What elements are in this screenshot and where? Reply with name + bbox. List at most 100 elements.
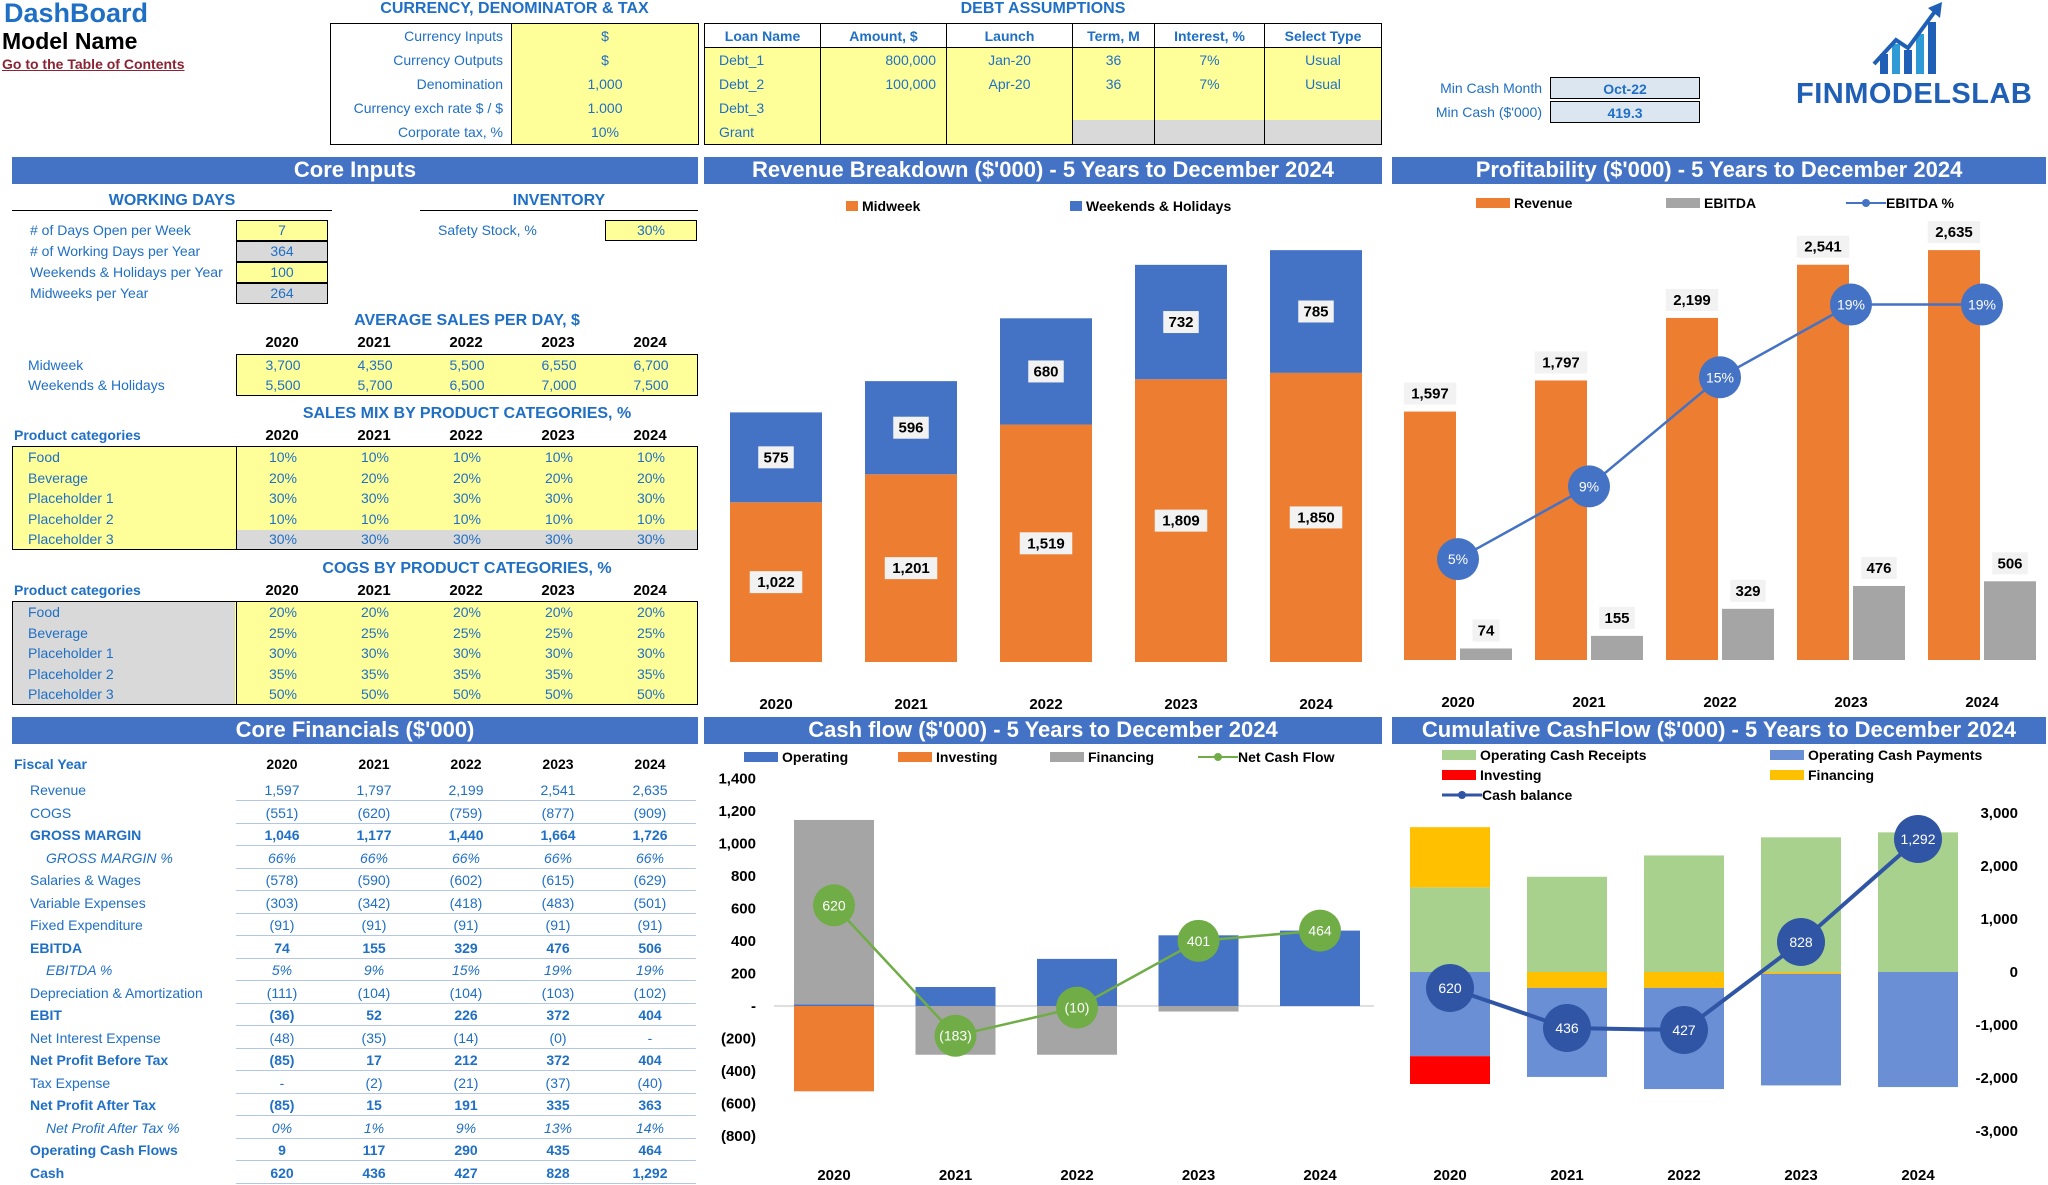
denomination-field[interactable]: 1,000 bbox=[511, 72, 698, 96]
debt-cell[interactable] bbox=[947, 120, 1073, 144]
percent-cell[interactable]: 30% bbox=[268, 645, 298, 662]
debt-cell[interactable]: Debt_3 bbox=[705, 96, 821, 120]
percent-cell[interactable]: 30% bbox=[360, 490, 390, 507]
percent-cell[interactable]: 30% bbox=[268, 531, 298, 548]
percent-cell[interactable]: 25% bbox=[636, 624, 666, 641]
percent-cell[interactable]: 35% bbox=[636, 665, 666, 682]
percent-cell[interactable]: 30% bbox=[636, 490, 666, 507]
percent-cell[interactable]: 50% bbox=[268, 686, 298, 703]
revenue-label-bg bbox=[1534, 351, 1588, 374]
safety-stock-field[interactable]: 30% bbox=[605, 220, 697, 241]
sales-cell[interactable]: 6,700 bbox=[633, 357, 669, 373]
percent-cell[interactable]: 20% bbox=[452, 604, 482, 620]
percent-cell[interactable]: 30% bbox=[636, 531, 666, 548]
percent-cell[interactable]: 20% bbox=[360, 604, 390, 620]
financial-value: (111) bbox=[236, 982, 328, 1004]
percent-cell[interactable]: 10% bbox=[452, 449, 482, 465]
currency-outputs-field[interactable]: $ bbox=[511, 48, 698, 72]
debt-cell[interactable] bbox=[947, 96, 1073, 120]
percent-cell[interactable]: 30% bbox=[360, 531, 390, 548]
percent-cell[interactable]: 30% bbox=[636, 645, 666, 662]
percent-cell[interactable]: 20% bbox=[544, 469, 574, 486]
financial-row: EBITDA 74 155 329 476 506 bbox=[12, 937, 698, 959]
sales-cell[interactable]: 5,700 bbox=[357, 377, 393, 393]
percent-cell[interactable]: 10% bbox=[360, 449, 390, 465]
corporate-tax-field[interactable]: 10% bbox=[511, 120, 698, 144]
financial-row: Tax Expense - (2) (21) (37) (40) bbox=[12, 1072, 698, 1094]
debt-cell[interactable]: Jan-20 bbox=[947, 48, 1073, 72]
percent-cell[interactable]: 20% bbox=[360, 469, 390, 486]
percent-cell[interactable]: 10% bbox=[268, 510, 298, 527]
sales-cell[interactable]: 6,500 bbox=[449, 377, 485, 393]
percent-cell[interactable]: 30% bbox=[544, 531, 574, 548]
percent-cell[interactable]: 10% bbox=[636, 449, 666, 465]
percent-cell[interactable]: 35% bbox=[452, 665, 482, 682]
percent-cell[interactable]: 35% bbox=[360, 665, 390, 682]
percent-cell[interactable]: 50% bbox=[636, 686, 666, 703]
sales-cell[interactable]: 7,500 bbox=[633, 377, 669, 393]
percent-cell[interactable]: 10% bbox=[636, 510, 666, 527]
net-cash-flow-label: 464 bbox=[1308, 923, 1332, 939]
percent-cell[interactable]: 10% bbox=[544, 510, 574, 527]
debt-cell[interactable]: Usual bbox=[1305, 52, 1341, 68]
percent-cell[interactable]: 25% bbox=[544, 624, 574, 641]
sales-cell[interactable]: 4,350 bbox=[357, 357, 393, 373]
percent-cell[interactable]: 20% bbox=[636, 604, 666, 620]
percent-cell[interactable]: 30% bbox=[360, 645, 390, 662]
percent-cell[interactable]: 35% bbox=[268, 665, 298, 682]
percent-cell[interactable]: 20% bbox=[452, 469, 482, 486]
percent-cell[interactable]: 10% bbox=[268, 449, 298, 465]
percent-cell[interactable]: 50% bbox=[452, 686, 482, 703]
percent-cell[interactable]: 20% bbox=[544, 604, 574, 620]
debt-cell[interactable] bbox=[1073, 96, 1155, 120]
debt-cell[interactable]: Usual bbox=[1305, 76, 1341, 92]
percent-cell[interactable]: 30% bbox=[452, 645, 482, 662]
debt-cell[interactable] bbox=[821, 96, 947, 120]
debt-cell[interactable]: Apr-20 bbox=[947, 72, 1073, 96]
debt-cell[interactable]: 7% bbox=[1155, 48, 1265, 72]
sales-cell[interactable]: 5,500 bbox=[265, 377, 301, 393]
percent-cell[interactable]: 20% bbox=[268, 469, 298, 486]
legend-line-marker bbox=[1198, 753, 1238, 761]
exch-rate-field[interactable]: 1.000 bbox=[511, 96, 698, 120]
debt-cell[interactable]: Debt_2 bbox=[705, 72, 821, 96]
sales-cell[interactable]: 7,000 bbox=[541, 377, 577, 393]
currency-inputs-field[interactable]: $ bbox=[511, 24, 698, 48]
debt-cell[interactable] bbox=[1265, 96, 1381, 120]
percent-cell[interactable]: 20% bbox=[636, 469, 666, 486]
percent-cell[interactable]: 30% bbox=[452, 490, 482, 507]
percent-cell[interactable]: 50% bbox=[544, 686, 574, 703]
percent-cell[interactable]: 35% bbox=[544, 665, 574, 682]
sales-cell[interactable]: 5,500 bbox=[449, 357, 485, 373]
financial-value: 66% bbox=[420, 847, 512, 869]
days-open-field[interactable]: 7 bbox=[236, 220, 328, 241]
debt-cell[interactable] bbox=[1155, 96, 1265, 120]
debt-cell[interactable]: 36 bbox=[1073, 48, 1155, 72]
percent-cell[interactable]: 10% bbox=[360, 510, 390, 527]
debt-cell[interactable]: 100,000 bbox=[821, 72, 947, 96]
financial-value: 66% bbox=[604, 847, 696, 869]
percent-cell[interactable]: 30% bbox=[544, 490, 574, 507]
percent-cell[interactable]: 10% bbox=[544, 449, 574, 465]
debt-cell[interactable] bbox=[821, 120, 947, 144]
percent-cell[interactable]: 25% bbox=[268, 624, 298, 641]
sales-cell[interactable]: 3,700 bbox=[265, 357, 301, 373]
sales-cell[interactable]: 6,550 bbox=[541, 357, 577, 373]
cash-balance-label: 828 bbox=[1789, 934, 1813, 950]
percent-cell[interactable]: 25% bbox=[452, 624, 482, 641]
debt-cell[interactable]: Debt_1 bbox=[705, 48, 821, 72]
debt-cell[interactable]: 7% bbox=[1155, 72, 1265, 96]
percent-cell[interactable]: 30% bbox=[544, 645, 574, 662]
percent-cell[interactable]: 20% bbox=[268, 604, 298, 620]
percent-cell[interactable]: 25% bbox=[360, 624, 390, 641]
debt-cell[interactable]: Grant bbox=[705, 120, 821, 144]
toc-link[interactable]: Go to the Table of Contents bbox=[2, 56, 185, 72]
percent-cell[interactable]: 30% bbox=[452, 531, 482, 548]
debt-cell[interactable]: 800,000 bbox=[821, 48, 947, 72]
x-tick-label: 2022 bbox=[1667, 1167, 1700, 1184]
percent-cell[interactable]: 30% bbox=[268, 490, 298, 507]
weekends-field[interactable]: 100 bbox=[236, 262, 328, 283]
percent-cell[interactable]: 10% bbox=[452, 510, 482, 527]
percent-cell[interactable]: 50% bbox=[360, 686, 390, 703]
debt-cell[interactable]: 36 bbox=[1073, 72, 1155, 96]
